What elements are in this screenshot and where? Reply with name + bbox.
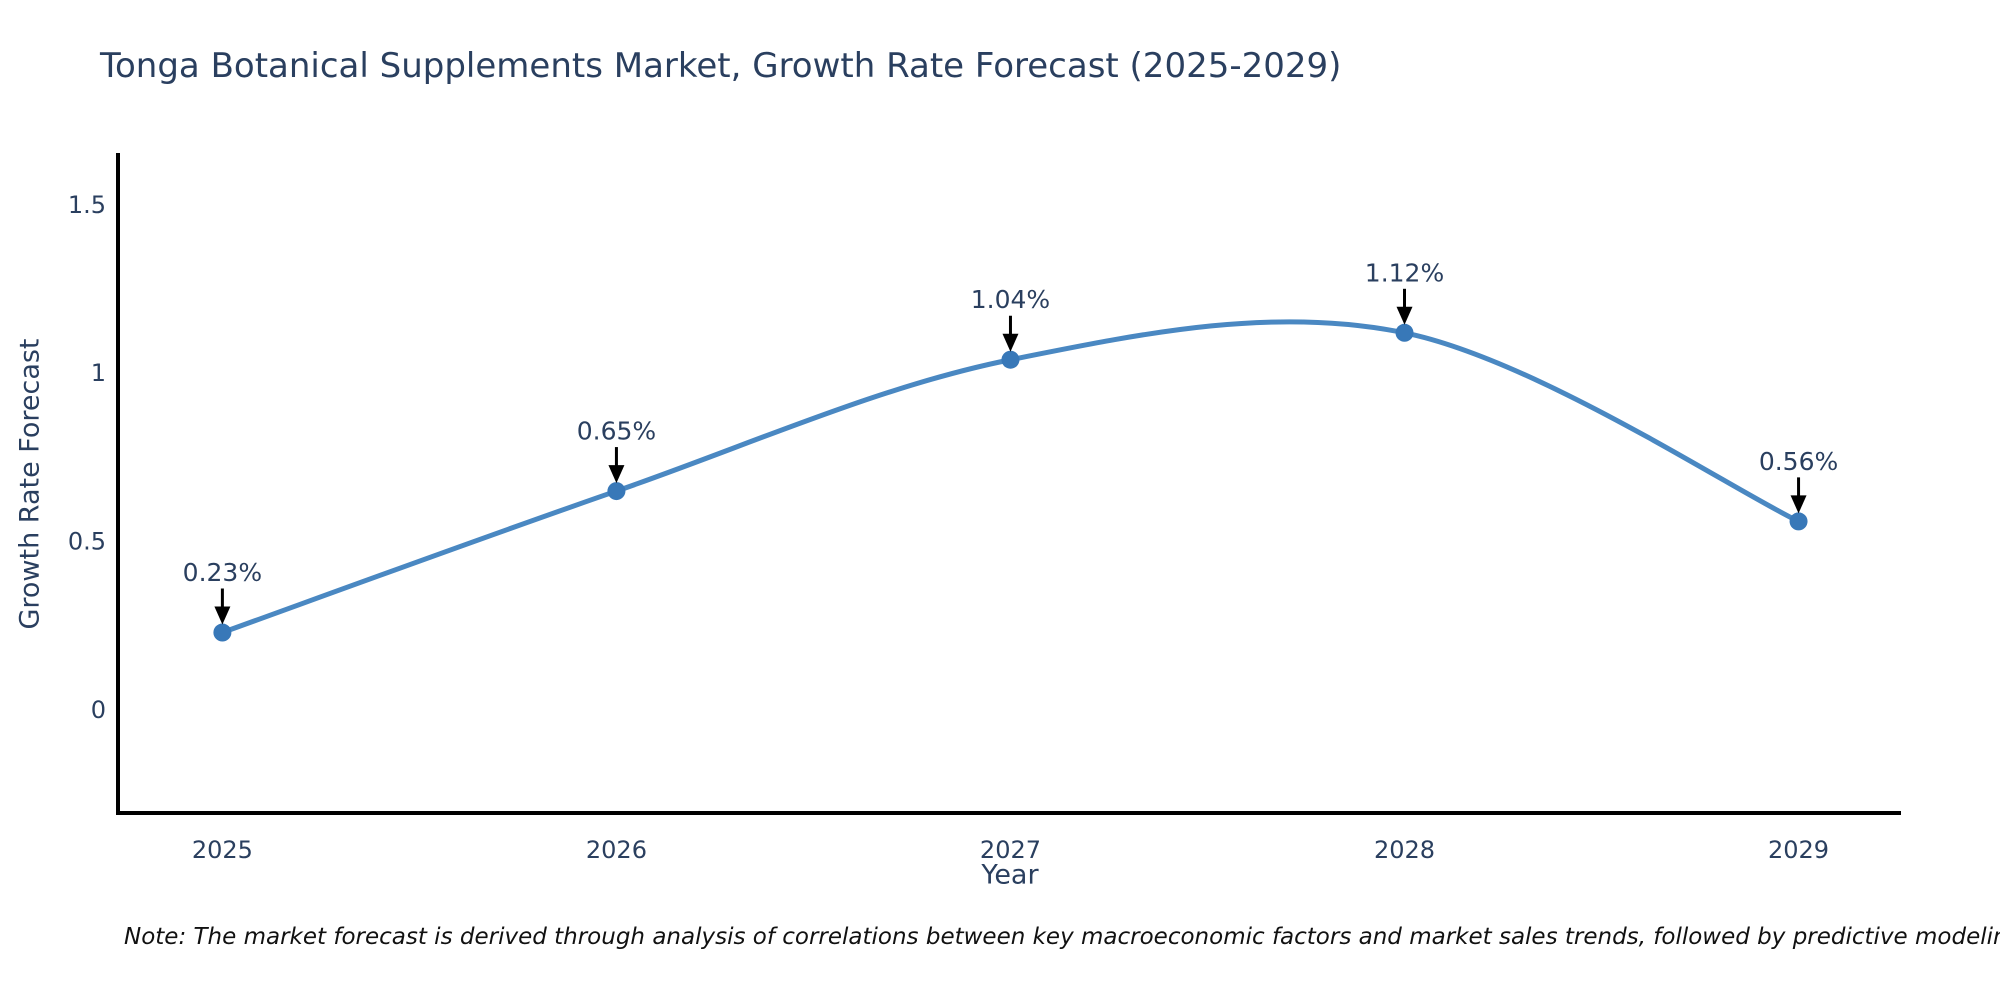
annotation-arrow-head-icon [1790, 495, 1807, 514]
data-point-marker[interactable] [1001, 350, 1020, 369]
x-tick-label: 2028 [1374, 836, 1435, 864]
y-tick-label: 1.5 [68, 191, 106, 219]
data-point-label: 1.04% [971, 285, 1050, 314]
data-point-marker[interactable] [1395, 323, 1414, 342]
footnote: Note: The market forecast is derived thr… [124, 924, 2000, 950]
y-tick-label: 0 [91, 696, 106, 724]
x-tick-label: 2025 [192, 836, 253, 864]
y-tick-label: 1 [91, 359, 106, 387]
data-point-marker[interactable] [213, 623, 232, 642]
data-point-label: 0.56% [1759, 447, 1838, 476]
annotation-arrow-head-icon [1396, 306, 1413, 325]
y-tick-label: 0.5 [68, 528, 106, 556]
x-tick-label: 2029 [1768, 836, 1829, 864]
y-axis-title: Growth Rate Forecast [14, 338, 46, 630]
data-point-label: 0.65% [577, 417, 656, 446]
annotation-arrow-head-icon [1002, 333, 1019, 352]
annotation-arrow-head-icon [608, 465, 625, 484]
data-point-label: 1.12% [1365, 258, 1444, 287]
x-tick-label: 2027 [980, 836, 1041, 864]
x-axis-title: Year [981, 859, 1039, 891]
x-tick-label: 2026 [586, 836, 647, 864]
annotation-arrow-head-icon [214, 606, 231, 625]
data-point-label: 0.23% [183, 558, 262, 587]
data-point-marker[interactable] [1789, 512, 1808, 531]
plot-area[interactable] [116, 155, 1901, 813]
chart-title: Tonga Botanical Supplements Market, Grow… [100, 46, 1342, 86]
data-point-marker[interactable] [607, 482, 626, 501]
